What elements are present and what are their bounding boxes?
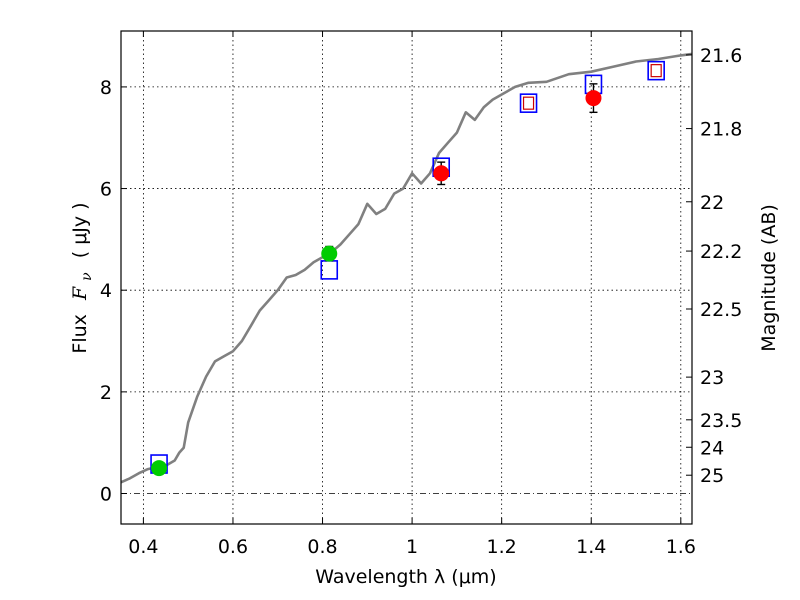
y2-tick-label: 25 — [700, 465, 724, 487]
x-tick-label: 1 — [406, 536, 418, 558]
x-tick-label: 0.6 — [218, 536, 248, 558]
y2-tick-label: 21.6 — [700, 45, 742, 67]
observed-point — [433, 165, 450, 182]
y-tick-label: 0 — [100, 484, 112, 506]
y2-tick-label: 22 — [700, 192, 724, 214]
model-box-inner-marker — [650, 64, 662, 78]
observed-point — [585, 90, 602, 107]
y-axis-label-text: Flux — [69, 314, 91, 354]
plot-frame — [120, 30, 693, 525]
x-tick-label: 1.4 — [576, 536, 606, 558]
x-tick-label: 0.8 — [307, 536, 337, 558]
x-tick-label: 0.4 — [128, 536, 158, 558]
observed-point — [321, 245, 338, 262]
y-axis-label-symbol: F — [69, 286, 91, 301]
y-tick-label: 6 — [100, 179, 112, 201]
y-tick-label: 4 — [100, 280, 112, 302]
svg-text:Flux F ν ( μ: Flux F ν ( μJy ) — [69, 202, 96, 353]
ticks: 0.4 0.6 0.8 1 1.2 1.4 1.60246821.621.82222.222… — [100, 31, 742, 558]
model-box-marker — [519, 93, 538, 113]
y2-tick-label: 21.8 — [700, 119, 742, 141]
y-tick-label: 2 — [100, 382, 112, 404]
y2-tick-label: 23 — [700, 367, 724, 389]
plot-background — [121, 31, 692, 524]
y-tick-label: 8 — [100, 77, 112, 99]
x-axis-label: Wavelength λ (μm) — [315, 566, 496, 588]
y-axis-label-subscript: ν — [79, 272, 95, 281]
model-box-inner-marker — [522, 96, 535, 110]
y2-axis-label: Magnitude (AB) — [758, 204, 780, 352]
y2-tick-label: 22.5 — [700, 299, 742, 321]
grid-lines — [121, 31, 692, 524]
model-spectrum-line — [120, 52, 693, 484]
x-tick-label: 1.2 — [487, 536, 517, 558]
y-axis-label: Flux F ν ( μJy ) — [69, 202, 96, 353]
model-box-marker — [647, 60, 665, 81]
data-layer — [120, 52, 693, 484]
y2-tick-label: 22.2 — [700, 241, 742, 263]
y2-tick-label: 23.5 — [700, 410, 742, 432]
y2-tick-label: 24 — [700, 437, 724, 459]
observed-point — [151, 460, 168, 477]
y-axis-label-unit: ( μJy ) — [69, 202, 91, 258]
x-tick-label: 1.6 — [666, 536, 696, 558]
